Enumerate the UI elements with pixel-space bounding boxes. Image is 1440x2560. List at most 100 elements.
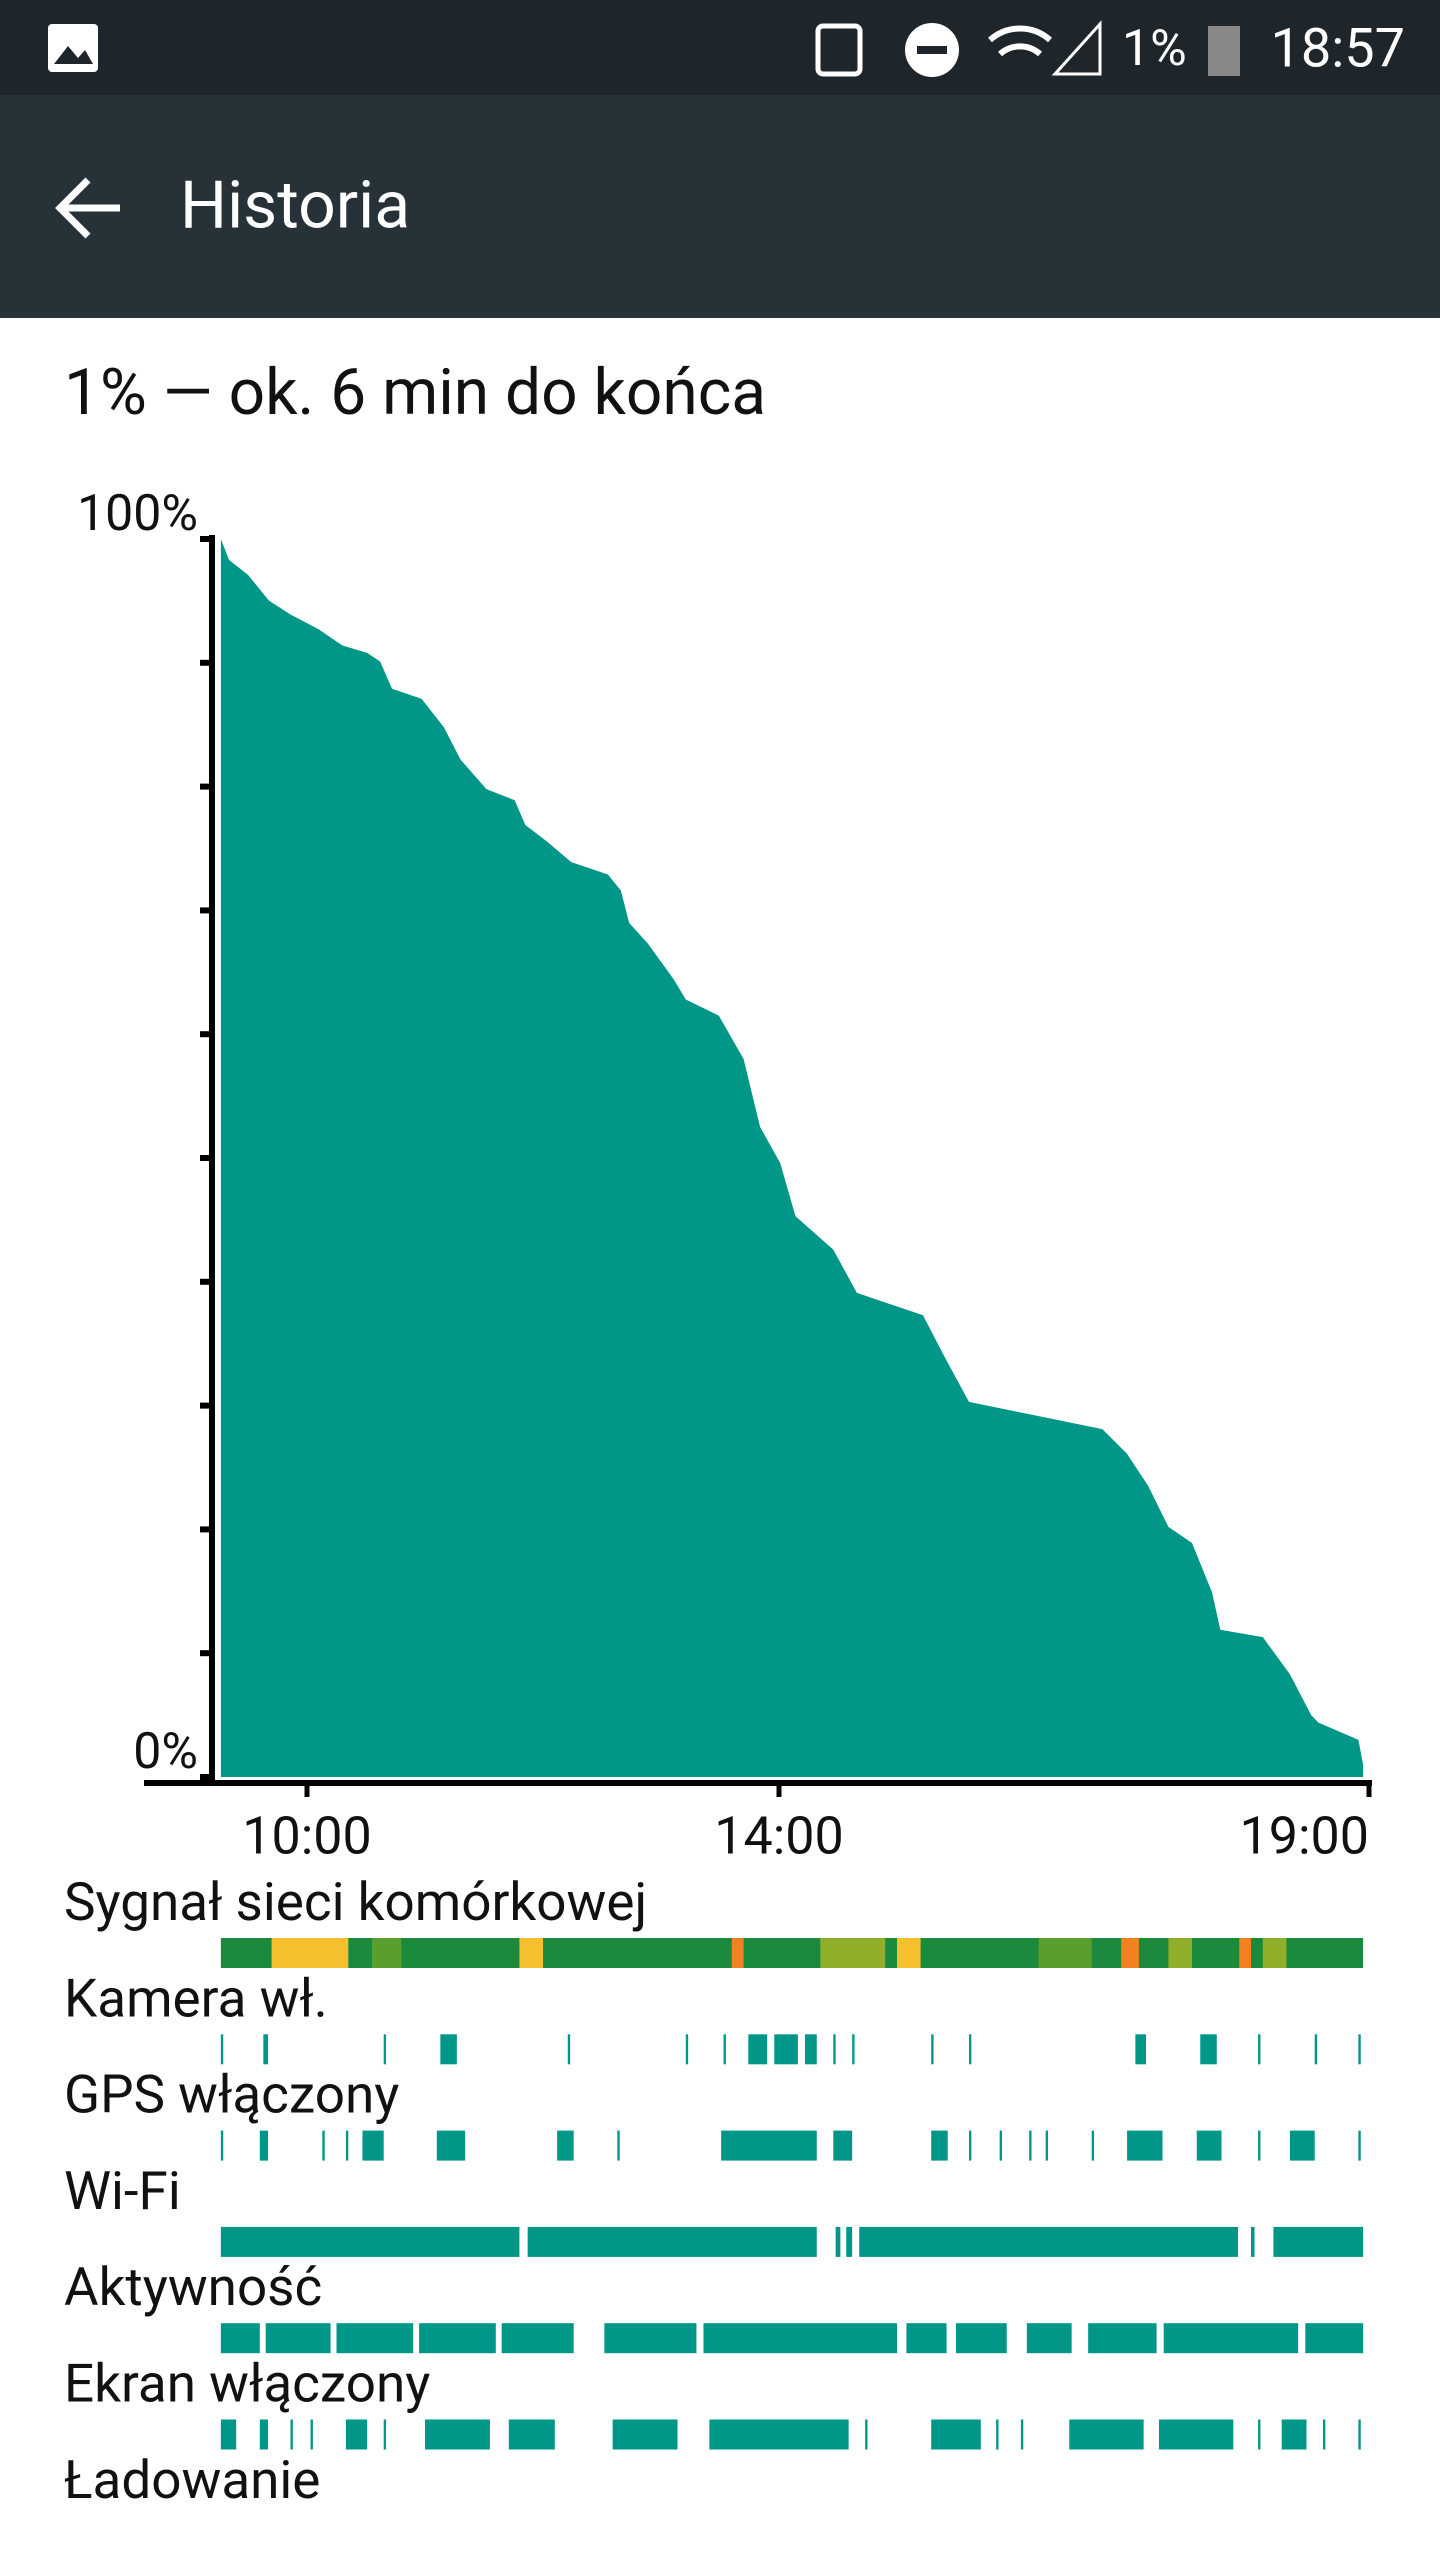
track-segment: [956, 2323, 1007, 2354]
track-segment: [721, 2130, 817, 2161]
track-segment: [1163, 2323, 1299, 2354]
track-segment: [1091, 2130, 1095, 2161]
track-segment: [527, 2226, 817, 2257]
track-segment: [310, 2419, 313, 2450]
track-segment: [322, 2130, 325, 2161]
track-segment: [846, 2226, 853, 2257]
track-segment: [906, 2323, 947, 2354]
track-segment: [1127, 2130, 1163, 2161]
track-segment: [1168, 1938, 1192, 1968]
track-segment: [1029, 2130, 1032, 2161]
x-tick-label: 14:00: [714, 1806, 844, 1867]
track-segment: [1038, 1938, 1092, 1968]
track-segment: [1121, 1938, 1139, 1968]
track-segment: [999, 2130, 1003, 2161]
track-segment: [852, 2034, 855, 2065]
track-segment: [1196, 2130, 1222, 2161]
track-segment: [833, 2034, 836, 2065]
wifi-icon-inner: [998, 43, 1042, 57]
track-segment: [519, 1938, 543, 1968]
signal-icon: [1051, 20, 1102, 76]
track-label: Kamera wł.: [64, 1967, 328, 2029]
track-segment: [703, 2323, 897, 2354]
clock: 18:57: [1271, 17, 1405, 80]
track-segment: [774, 2034, 798, 2065]
track-segment: [1239, 1938, 1251, 1968]
track-label: GPS włączony: [64, 2064, 399, 2126]
app-bar-title: Historia: [180, 167, 410, 244]
track-segment: [612, 2419, 678, 2450]
track-segment: [1262, 1938, 1287, 1968]
track-segment: [290, 2419, 293, 2450]
track-segment: [220, 2419, 237, 2450]
track-segment: [1358, 2034, 1361, 2065]
track-segment: [508, 2419, 555, 2450]
track-segment: [748, 2034, 768, 2065]
track-segment: [383, 2034, 387, 2065]
track-segment: [1273, 2226, 1364, 2257]
track-segment: [220, 2034, 224, 2065]
track-segment: [835, 2226, 841, 2257]
track-segment: [968, 2034, 972, 2065]
wifi-icon: [988, 25, 1052, 43]
track-segment: [567, 2034, 571, 2065]
track-segment: [259, 2419, 269, 2450]
track-segment: [1314, 2034, 1318, 2065]
track-segment: [425, 2419, 490, 2450]
track-segment: [968, 2130, 972, 2161]
track-segment: [1088, 2323, 1157, 2354]
track-segment: [220, 2130, 224, 2161]
track-segment: [731, 1938, 744, 1968]
x-tick-label: 10:00: [242, 1806, 372, 1867]
app-bar: [0, 95, 1440, 318]
track-segment: [220, 2323, 260, 2354]
battery-summary: 1% — ok. 6 min do końca: [64, 355, 766, 430]
track-segment: [931, 2034, 934, 2065]
usage-tracks: Sygnał sieci komórkowej Kamera wł. GPS włą…: [64, 1871, 1364, 2511]
track-segment: [1026, 2323, 1072, 2354]
track-segment: [371, 1938, 402, 1968]
track-segment: [897, 1938, 921, 1968]
back-button[interactable]: [55, 177, 120, 239]
track-segment: [383, 2419, 387, 2450]
track-segment: [436, 2130, 466, 2161]
track-segment: [1281, 2419, 1307, 2450]
track-segment: [1322, 2419, 1326, 2450]
track-segment: [709, 2419, 849, 2450]
battery-percent: 1%: [1122, 20, 1187, 78]
track-segment: [1358, 2419, 1361, 2450]
track-label: Ekran włączony: [64, 2353, 430, 2415]
track-segment: [1069, 2419, 1144, 2450]
track-segment: [865, 2419, 868, 2450]
track-segment: [833, 2130, 853, 2161]
track-segment: [996, 2419, 999, 2450]
track-segment: [1289, 2130, 1315, 2161]
track-segment: [685, 2034, 689, 2065]
battery-area: [220, 539, 1364, 1777]
track-segment: [931, 2419, 981, 2450]
track-segment: [345, 2130, 349, 2161]
track-label: Wi-Fi: [64, 2160, 181, 2222]
track-segment: [419, 2323, 496, 2354]
track-segment: [1020, 2419, 1024, 2450]
track-segment: [336, 2323, 414, 2354]
track-segment: [1251, 2226, 1255, 2257]
nfc-icon: [815, 23, 863, 77]
track-segment: [931, 2130, 948, 2161]
track-segment: [263, 2034, 269, 2065]
track-segment: [557, 2130, 574, 2161]
track-segment: [259, 2130, 269, 2161]
track-segment: [604, 2323, 697, 2354]
track-segment: [1305, 2323, 1364, 2354]
track-segment: [1358, 2130, 1361, 2161]
track-segment: [1158, 2419, 1234, 2450]
track-segment: [265, 2323, 331, 2354]
track-segment: [723, 2034, 726, 2065]
track-segment: [1045, 2130, 1049, 2161]
dnd-icon-bar: [917, 46, 947, 54]
track-segment: [1258, 2130, 1261, 2161]
track-segment: [859, 2226, 1239, 2257]
track-segment: [271, 1938, 349, 1968]
track-segment: [1135, 2034, 1146, 2065]
track-label: Ładowanie: [64, 2449, 320, 2511]
